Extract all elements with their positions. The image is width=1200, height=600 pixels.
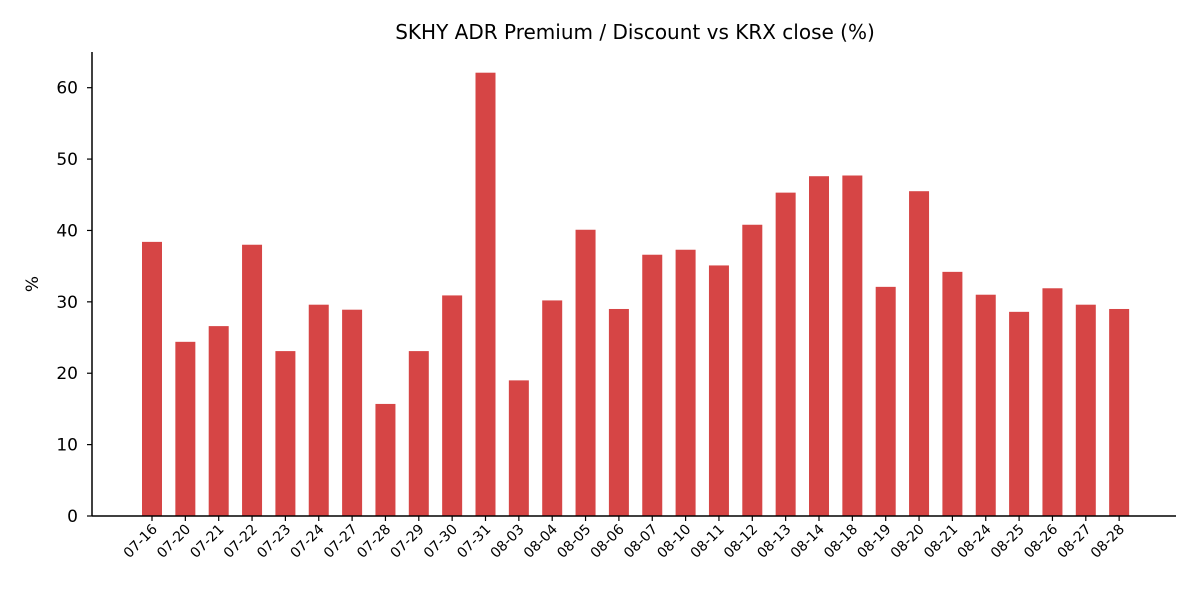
x-tick-label: 08-14 (788, 521, 828, 561)
y-axis-ticks: 0 10 20 30 40 50 60 (56, 79, 92, 527)
x-tick-label: 08-10 (654, 522, 694, 562)
x-tick-label: 07-16 (121, 521, 161, 561)
bar-08-04 (542, 300, 563, 516)
y-tick-label: 0 (67, 507, 78, 527)
x-tick-label: 07-22 (221, 522, 261, 562)
bar-08-21 (942, 271, 963, 516)
x-tick-label: 08-20 (888, 522, 928, 562)
x-tick-label: 08-04 (521, 521, 561, 561)
bar-08-28 (1109, 308, 1130, 516)
x-tick-label: 08-11 (688, 522, 728, 562)
bar-07-22 (242, 244, 263, 517)
x-tick-label: 08-07 (621, 522, 661, 562)
x-tick-label: 07-27 (321, 522, 361, 562)
x-tick-label: 07-24 (287, 521, 327, 561)
bar-08-14 (809, 176, 829, 516)
x-tick-label: 08-28 (1088, 522, 1128, 562)
x-axis-ticks: 07-1607-2007-2107-2207-2307-2407-2707-28… (121, 516, 1128, 562)
bar-07-28 (375, 403, 396, 516)
x-tick-label: 08-27 (1055, 522, 1095, 562)
bar-08-13 (775, 192, 796, 516)
x-tick-label: 07-28 (354, 522, 394, 562)
y-tick-label: 60 (56, 79, 78, 99)
x-tick-label: 07-29 (388, 522, 428, 562)
bar-08-26 (1042, 288, 1063, 516)
y-tick-label: 50 (56, 150, 78, 170)
bar-08-05 (575, 229, 596, 516)
bar-07-31 (475, 72, 496, 516)
x-tick-label: 08-26 (1021, 521, 1061, 561)
x-tick-label: 07-20 (154, 522, 194, 562)
y-axis-label: % (23, 276, 43, 292)
x-tick-label: 08-03 (488, 522, 528, 562)
x-tick-label: 07-30 (421, 522, 461, 562)
bar-08-10 (675, 249, 696, 517)
y-tick-label: 40 (56, 221, 78, 241)
chart-title: SKHY ADR Premium / Discount vs KRX close… (395, 20, 875, 44)
bar-07-30 (442, 295, 463, 516)
x-tick-label: 08-19 (854, 522, 894, 562)
x-tick-label: 08-05 (554, 522, 594, 562)
bar-08-24 (975, 294, 996, 516)
bar-08-03 (508, 380, 529, 516)
x-tick-label: 07-31 (454, 522, 494, 562)
bar-07-23 (275, 351, 296, 516)
x-tick-label: 08-21 (921, 522, 961, 562)
y-tick-label: 10 (56, 436, 78, 456)
bar-08-18 (842, 175, 863, 516)
bar-08-12 (742, 224, 763, 516)
x-tick-label: 08-06 (588, 521, 628, 561)
x-tick-label: 08-18 (821, 522, 861, 562)
bar-07-29 (408, 351, 429, 516)
bar-08-11 (708, 265, 729, 516)
x-tick-label: 08-24 (954, 521, 994, 561)
bar-08-06 (608, 308, 629, 516)
bar-08-19 (875, 286, 896, 516)
x-tick-label: 08-13 (754, 522, 794, 562)
bar-07-27 (342, 309, 363, 516)
bars-layer (142, 72, 1130, 517)
y-tick-label: 30 (56, 293, 78, 313)
bar-08-20 (909, 191, 930, 516)
bar-08-27 (1075, 304, 1096, 516)
bar-08-25 (1009, 311, 1030, 516)
x-tick-label: 08-12 (721, 522, 761, 562)
bar-07-20 (175, 341, 196, 516)
bar-08-07 (642, 254, 663, 517)
bar-07-24 (308, 304, 329, 516)
bar-07-21 (208, 326, 229, 516)
x-tick-label: 07-21 (187, 522, 227, 562)
bar-07-16 (142, 241, 162, 516)
x-tick-label: 07-23 (254, 522, 294, 562)
y-tick-label: 20 (56, 364, 78, 384)
x-tick-label: 08-25 (988, 522, 1028, 562)
